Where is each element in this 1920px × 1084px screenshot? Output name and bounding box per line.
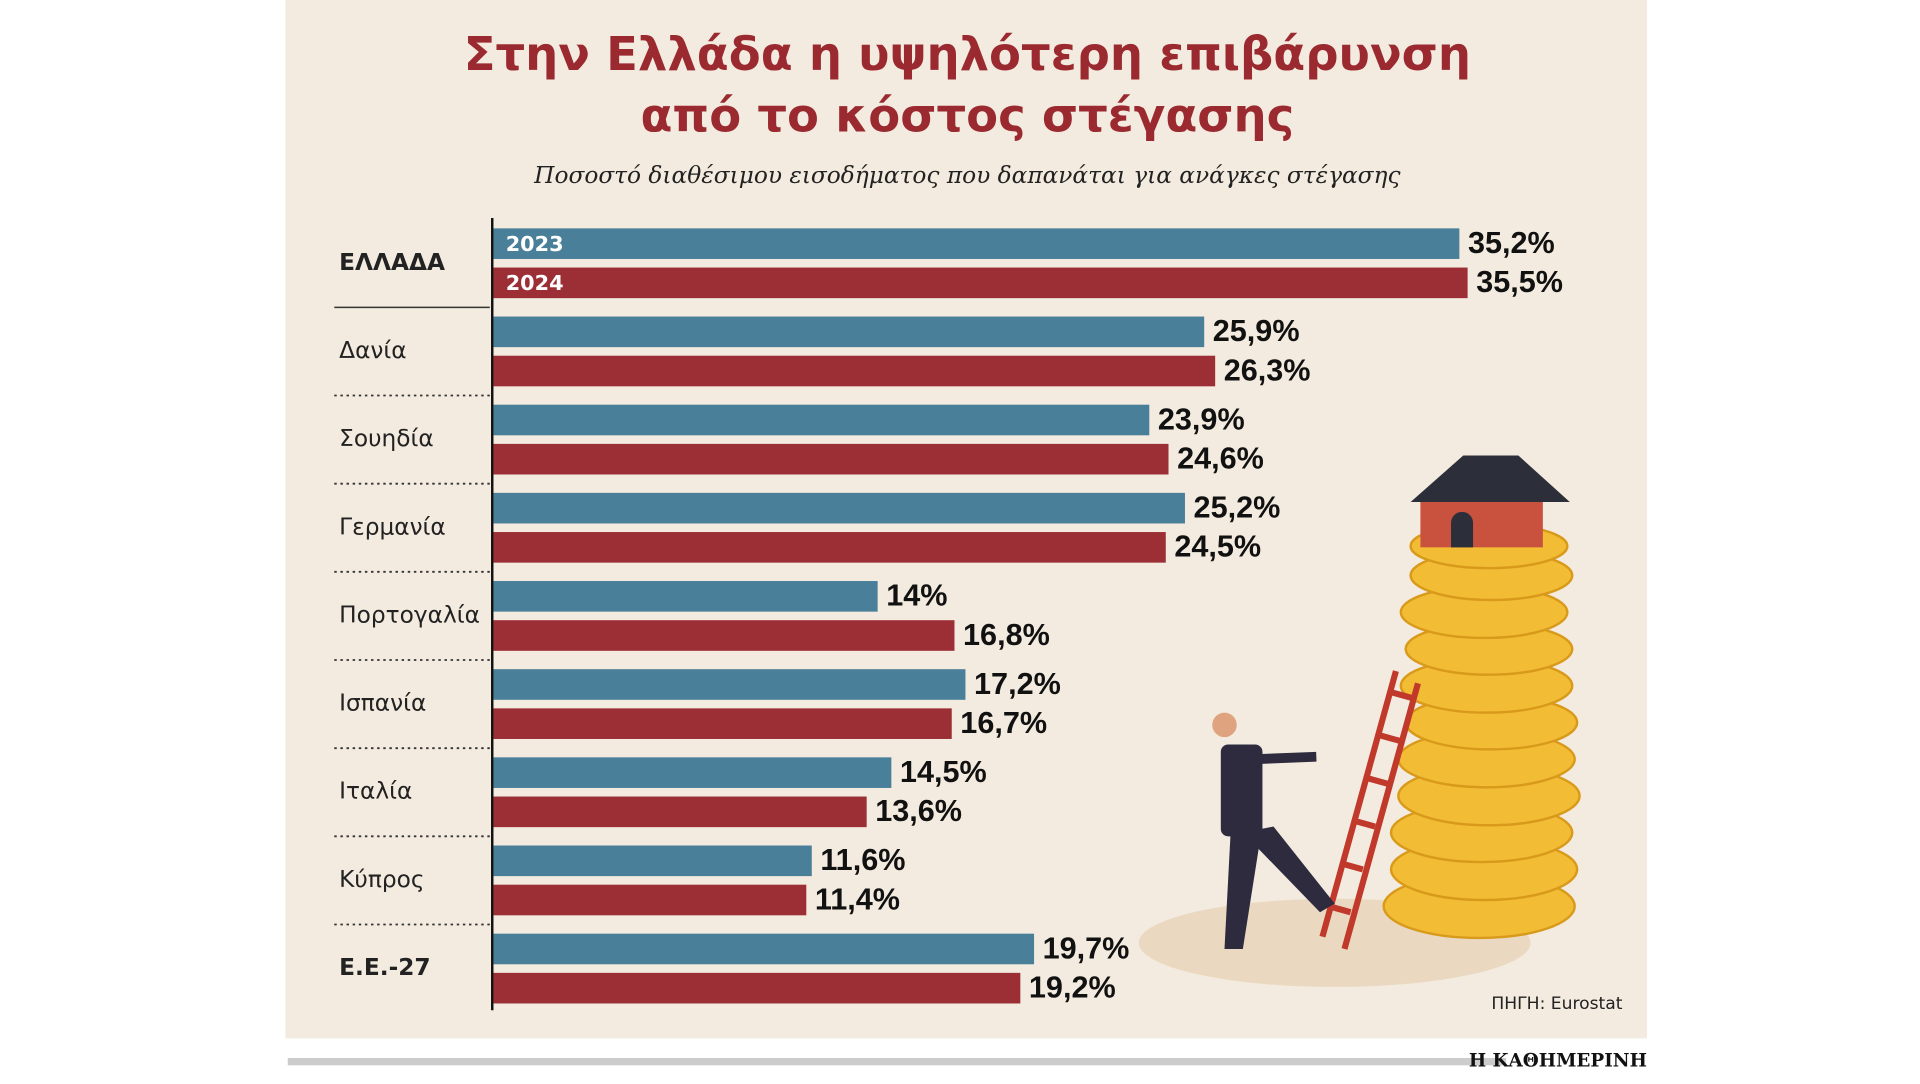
bar <box>493 845 812 877</box>
bar <box>493 404 1150 436</box>
subtitle: Ποσοστό διαθέσιμου εισοδήματος που δαπαν… <box>533 162 1401 189</box>
bar <box>493 228 1460 259</box>
value-label: 26,3% <box>1224 353 1311 387</box>
publisher: Η ΚΑΘΗΜΕΡΙΝΗ <box>1469 1051 1647 1072</box>
chart-title: Στην Ελλάδα η υψηλότερη επιβάρυνση <box>464 27 1471 81</box>
source: ΠΗΓΗ: Eurostat <box>1491 994 1622 1014</box>
footer-bar <box>287 1057 1507 1066</box>
bar <box>493 532 1166 563</box>
category-label: Δανία <box>339 337 406 364</box>
value-label: 14,5% <box>900 755 987 789</box>
value-label: 19,2% <box>1029 970 1116 1004</box>
value-label: 19,7% <box>1043 931 1130 965</box>
bar <box>493 267 1468 299</box>
category-label: Κύπρος <box>339 866 424 893</box>
chart-title: από το κόστος στέγασης <box>640 88 1294 142</box>
bar <box>493 972 1021 1004</box>
value-label: 25,2% <box>1194 490 1281 524</box>
bar <box>493 355 1216 387</box>
bar <box>493 669 966 700</box>
value-label: 11,6% <box>820 843 905 877</box>
bar <box>493 620 955 651</box>
value-label: 35,2% <box>1468 226 1555 260</box>
value-label: 24,6% <box>1177 442 1264 476</box>
bar <box>493 796 867 828</box>
category-label: ΕΛΛΑΔΑ <box>339 249 445 276</box>
value-label: 14% <box>886 579 947 613</box>
value-label: 23,9% <box>1158 402 1245 436</box>
bar <box>493 316 1205 348</box>
legend-label: 2023 <box>506 232 564 256</box>
value-label: 25,9% <box>1213 314 1300 348</box>
bar <box>493 492 1185 524</box>
value-label: 35,5% <box>1476 265 1563 299</box>
bar <box>493 443 1169 475</box>
bar <box>493 933 1035 965</box>
value-label: 13,6% <box>875 794 962 828</box>
value-label: 24,5% <box>1174 530 1261 564</box>
category-label: Γερμανία <box>339 513 446 540</box>
value-label: 16,8% <box>963 618 1050 652</box>
category-label: Ιταλία <box>339 778 412 805</box>
category-label: Πορτογαλία <box>339 601 480 628</box>
category-label: Σουηδία <box>339 425 434 452</box>
illustration <box>1138 455 1581 987</box>
bar <box>493 884 807 916</box>
value-label: 16,7% <box>960 706 1047 740</box>
bar <box>493 581 878 612</box>
category-label: Ε.Ε.-27 <box>339 954 430 981</box>
category-label: Ισπανία <box>339 690 426 717</box>
value-label: 17,2% <box>974 667 1061 701</box>
bar <box>493 708 952 739</box>
value-label: 11,4% <box>815 882 900 916</box>
legend-label: 2024 <box>506 271 564 295</box>
bar <box>493 757 892 788</box>
